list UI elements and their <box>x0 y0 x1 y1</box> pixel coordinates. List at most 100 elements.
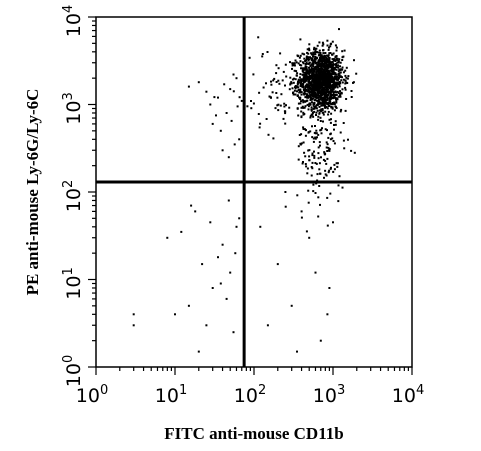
data-point <box>311 84 314 87</box>
data-point <box>310 81 313 84</box>
data-point <box>335 68 338 71</box>
data-point <box>296 194 299 197</box>
data-point <box>339 75 342 78</box>
data-point <box>303 78 306 81</box>
data-point <box>334 77 337 80</box>
data-point <box>187 85 190 88</box>
data-point <box>293 77 295 80</box>
data-point <box>314 58 317 61</box>
data-point <box>322 81 325 84</box>
data-point <box>336 97 339 100</box>
y-tick-label: 103 <box>61 92 85 124</box>
data-point <box>331 90 334 93</box>
data-point <box>331 83 334 86</box>
data-point <box>320 156 322 159</box>
data-point <box>325 96 328 99</box>
data-point <box>315 82 317 85</box>
data-point <box>289 76 292 79</box>
data-point <box>344 109 347 112</box>
data-point <box>324 81 327 84</box>
data-point <box>328 59 331 62</box>
data-point <box>321 96 324 99</box>
data-point <box>327 90 330 93</box>
data-point <box>315 89 317 92</box>
data-point <box>311 71 314 74</box>
data-point <box>296 350 298 353</box>
data-point <box>320 88 323 91</box>
data-point <box>320 70 323 73</box>
data-point <box>312 79 315 82</box>
data-point <box>324 128 327 131</box>
data-point <box>311 152 314 155</box>
data-point <box>338 76 341 78</box>
data-point <box>319 71 322 74</box>
data-point <box>328 75 331 77</box>
data-point <box>221 149 224 152</box>
x-tick-label: 100 <box>76 383 108 407</box>
data-point <box>309 97 312 99</box>
data-point <box>341 68 344 71</box>
data-point <box>305 70 308 73</box>
data-point <box>318 57 321 59</box>
data-point <box>330 66 333 69</box>
data-point <box>329 93 332 96</box>
data-point <box>315 129 318 132</box>
data-point <box>310 108 313 111</box>
data-point <box>324 169 327 172</box>
data-point <box>296 95 299 97</box>
data-point <box>332 77 335 80</box>
data-point <box>336 165 339 168</box>
data-point <box>326 73 329 76</box>
data-point <box>320 83 323 86</box>
data-point <box>313 73 316 76</box>
data-point <box>326 150 329 152</box>
data-point <box>305 55 308 58</box>
data-point <box>331 107 334 110</box>
data-point <box>333 83 336 86</box>
data-point <box>312 89 315 92</box>
data-point <box>313 99 316 102</box>
data-point <box>328 57 331 59</box>
data-point <box>308 47 311 50</box>
data-point <box>314 192 317 194</box>
data-point <box>302 111 305 114</box>
data-point <box>344 86 347 89</box>
data-point <box>330 42 333 45</box>
data-point <box>312 88 315 90</box>
data-point <box>276 104 279 107</box>
data-point <box>325 54 328 57</box>
data-point <box>321 99 324 102</box>
data-point <box>323 101 326 104</box>
data-point <box>327 110 330 113</box>
data-point <box>312 183 315 186</box>
data-point <box>343 147 346 150</box>
data-point <box>284 112 287 115</box>
data-point <box>337 60 340 63</box>
data-point <box>332 84 335 87</box>
data-point <box>336 86 339 89</box>
data-point <box>299 88 302 91</box>
data-point <box>230 119 233 122</box>
data-point <box>318 109 321 112</box>
data-point <box>306 51 309 54</box>
data-point <box>309 130 312 133</box>
data-point <box>315 114 317 116</box>
data-point <box>338 175 341 178</box>
data-point <box>322 55 325 58</box>
data-point <box>307 56 310 59</box>
data-point <box>322 104 325 107</box>
data-point <box>327 77 330 80</box>
data-point <box>324 92 326 95</box>
data-point <box>297 102 300 105</box>
data-point <box>308 49 311 52</box>
data-point <box>294 86 296 89</box>
data-point <box>325 91 328 93</box>
data-point <box>329 85 332 88</box>
data-point <box>321 44 324 47</box>
data-point <box>132 324 135 327</box>
data-point <box>329 76 332 79</box>
data-point <box>321 104 324 107</box>
data-point <box>336 90 339 93</box>
data-point <box>313 66 316 69</box>
data-point <box>306 83 309 86</box>
